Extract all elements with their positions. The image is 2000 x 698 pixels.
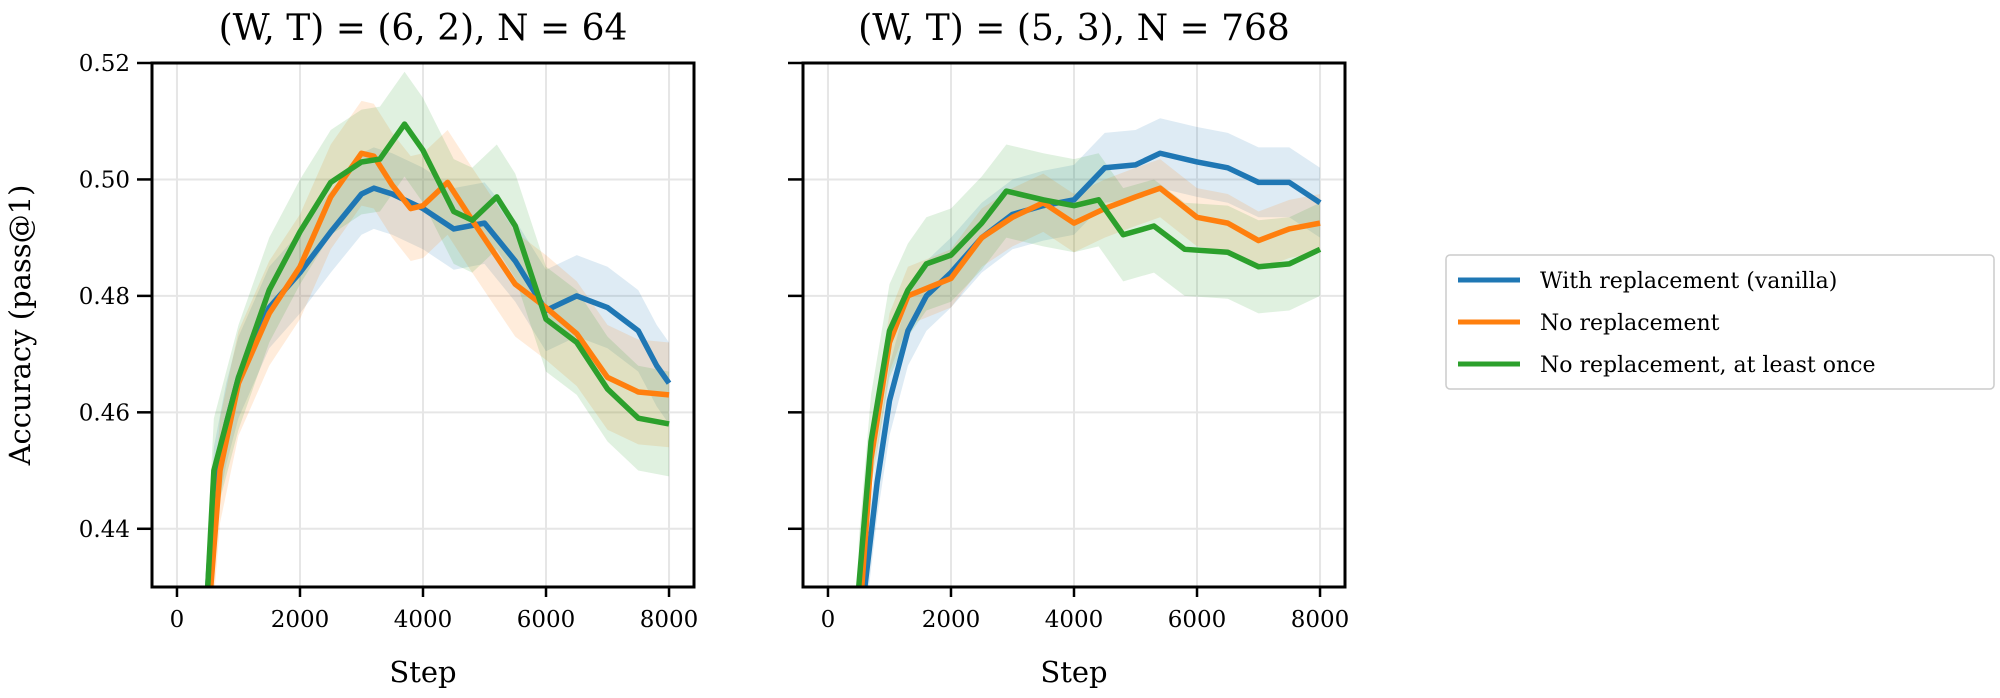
panel-title: (W, T) = (5, 3), N = 768 xyxy=(858,8,1290,49)
x-tick-label: 2000 xyxy=(922,607,981,633)
y-axis-label: Accuracy (pass@1) xyxy=(3,185,37,467)
y-tick-label: 0.48 xyxy=(79,284,130,310)
x-tick-label: 0 xyxy=(170,607,185,633)
x-tick-label: 8000 xyxy=(640,607,699,633)
legend-entry: No replacement xyxy=(1540,311,1720,336)
x-tick-label: 0 xyxy=(821,607,836,633)
x-axis-label: Step xyxy=(1040,655,1107,689)
y-tick-label: 0.44 xyxy=(79,517,130,543)
confidence-band xyxy=(858,144,1321,587)
series-line xyxy=(855,188,1322,587)
x-tick-label: 8000 xyxy=(1291,607,1350,633)
x-tick-label: 2000 xyxy=(271,607,330,633)
x-tick-label: 4000 xyxy=(394,607,453,633)
confidence-band xyxy=(861,159,1321,587)
confidence-band xyxy=(207,71,670,587)
panel-left: (W, T) = (6, 2), N = 64 Step Accuracy (p… xyxy=(3,8,698,689)
axes-frame xyxy=(801,61,1347,589)
legend-entry: No replacement, at least once xyxy=(1540,353,1875,378)
y-tick-label: 0.52 xyxy=(79,51,130,77)
x-tick-label: 4000 xyxy=(1045,607,1104,633)
y-tick-label: 0.50 xyxy=(79,167,130,193)
panel-title: (W, T) = (6, 2), N = 64 xyxy=(219,8,628,49)
series-line xyxy=(859,185,1321,587)
confidence-band xyxy=(210,100,670,587)
axes-frame xyxy=(150,61,696,589)
panel-right: (W, T) = (5, 3), N = 768 Step 0 2000 4000 6… xyxy=(788,8,1349,689)
legend-frame xyxy=(1445,254,1995,390)
series-line xyxy=(204,121,670,587)
confidence-band xyxy=(207,147,670,587)
x-tick-label: 6000 xyxy=(1168,607,1227,633)
y-tick-label: 0.46 xyxy=(79,400,130,426)
legend-entry: With replacement (vanilla) xyxy=(1540,269,1837,294)
confidence-band xyxy=(864,118,1321,587)
x-tick-label: 6000 xyxy=(517,607,576,633)
legend: With replacement (vanilla) No replacemen… xyxy=(1445,254,1995,390)
series-line xyxy=(208,150,670,587)
x-axis-label: Step xyxy=(389,655,456,689)
